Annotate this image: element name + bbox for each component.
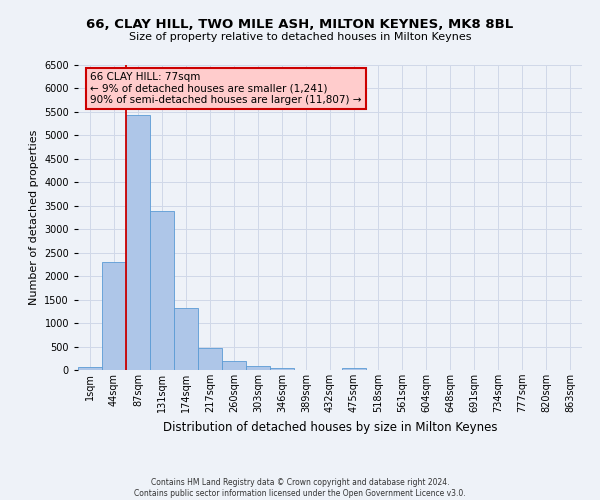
X-axis label: Distribution of detached houses by size in Milton Keynes: Distribution of detached houses by size … [163,420,497,434]
Text: 66, CLAY HILL, TWO MILE ASH, MILTON KEYNES, MK8 8BL: 66, CLAY HILL, TWO MILE ASH, MILTON KEYN… [86,18,514,30]
Bar [102,262,126,370]
Bar [222,360,246,370]
Bar [342,368,366,370]
Text: Size of property relative to detached houses in Milton Keynes: Size of property relative to detached ho… [129,32,471,42]
Bar [150,211,174,370]
Bar [126,115,150,370]
Text: Contains HM Land Registry data © Crown copyright and database right 2024.
Contai: Contains HM Land Registry data © Crown c… [134,478,466,498]
Bar [246,366,270,370]
Bar [174,308,198,370]
Y-axis label: Number of detached properties: Number of detached properties [29,130,38,305]
Bar [198,348,222,370]
Bar [270,368,294,370]
Text: 66 CLAY HILL: 77sqm
← 9% of detached houses are smaller (1,241)
90% of semi-deta: 66 CLAY HILL: 77sqm ← 9% of detached hou… [90,72,361,105]
Bar [78,367,102,370]
